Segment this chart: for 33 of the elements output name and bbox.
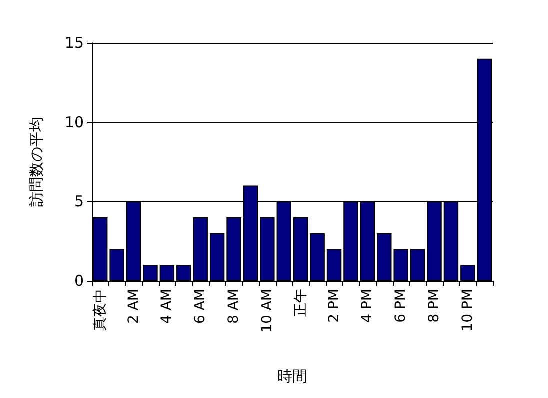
y-axis-title: 訪問数の平均 <box>28 117 46 207</box>
bar <box>260 218 275 281</box>
x-tick-label: 真夜中 <box>92 289 108 331</box>
x-tick-label: 4 AM <box>159 289 176 324</box>
x-tick-label: 8 AM <box>226 289 242 324</box>
bar <box>460 265 476 281</box>
bar <box>160 265 175 281</box>
bar <box>310 233 325 281</box>
y-tick-label: 0 <box>74 272 84 290</box>
x-tick-label: 10 PM <box>460 289 476 332</box>
bar <box>394 249 408 281</box>
y-tick-label: 15 <box>64 34 84 52</box>
bar <box>143 265 158 281</box>
bar <box>326 249 342 281</box>
bar <box>176 265 192 281</box>
x-tick-label: 2 AM <box>126 289 142 324</box>
bar <box>377 233 392 281</box>
x-tick-label: 10 AM <box>259 289 276 333</box>
x-tick-label: 4 PM <box>360 289 376 323</box>
y-tick-label: 10 <box>64 113 84 132</box>
x-tick-label: 6 PM <box>393 289 410 323</box>
x-tick-label: 6 AM <box>192 289 209 324</box>
x-axis-title: 時間 <box>278 368 308 386</box>
bar <box>226 218 242 281</box>
bar <box>193 218 208 281</box>
bar <box>294 218 308 281</box>
bar <box>210 233 225 281</box>
bar <box>110 249 124 281</box>
x-tick-label: 正午 <box>292 289 309 317</box>
y-tick-label: 5 <box>74 192 84 211</box>
x-tick-label: 2 PM <box>326 289 342 323</box>
bar <box>410 249 426 281</box>
x-tick-label: 8 PM <box>426 289 443 323</box>
